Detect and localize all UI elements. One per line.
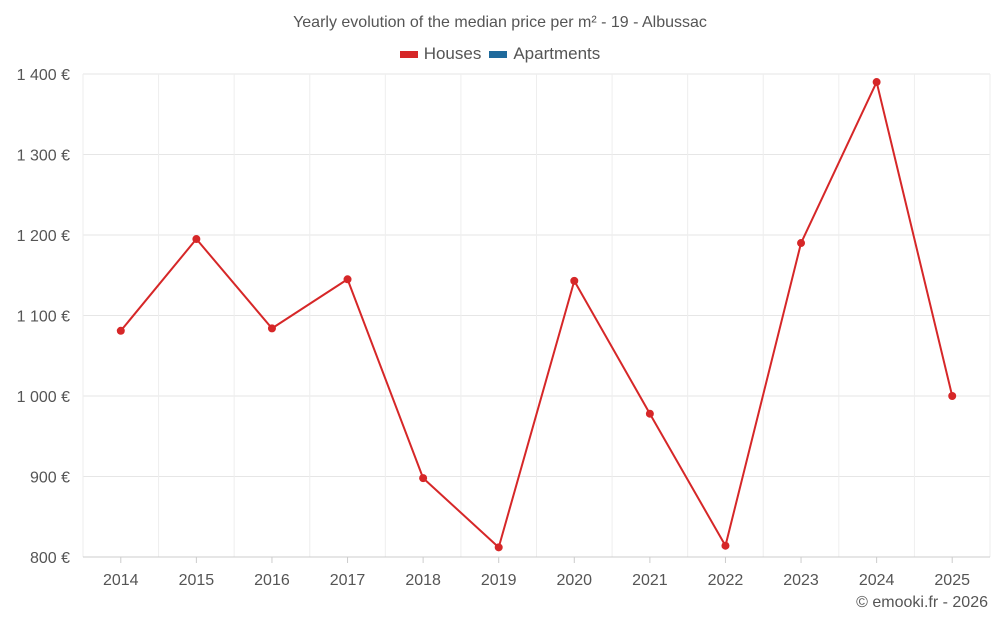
- data-point: [570, 276, 579, 285]
- data-point: [267, 324, 276, 333]
- data-point: [948, 392, 957, 400]
- data-point: [872, 78, 881, 87]
- y-tick-label: 1 000 €: [17, 389, 70, 406]
- data-point: [645, 409, 654, 418]
- data-point: [419, 474, 428, 483]
- data-point: [343, 275, 352, 284]
- y-tick-label: 1 400 €: [17, 67, 70, 84]
- y-tick-label: 900 €: [30, 470, 70, 487]
- legend-label-apartments: Apartments: [513, 44, 601, 63]
- x-tick-label: 2019: [481, 572, 517, 589]
- legend-item-houses[interactable]: Houses: [399, 44, 482, 64]
- y-tick-label: 1 100 €: [17, 309, 70, 326]
- x-tick-label: 2016: [254, 572, 290, 589]
- y-tick-label: 1 200 €: [17, 228, 70, 245]
- credit-text: © emooki.fr - 2026: [856, 594, 988, 611]
- x-tick-label: 2023: [783, 572, 819, 589]
- data-point: [192, 235, 201, 244]
- x-tick-label: 2017: [330, 572, 366, 589]
- x-tick-label: 2015: [179, 572, 215, 589]
- chart-title: Yearly evolution of the median price per…: [293, 14, 707, 31]
- legend-label-houses: Houses: [423, 44, 482, 63]
- x-tick-label: 2018: [405, 572, 441, 589]
- legend-item-apartments[interactable]: Apartments: [489, 44, 600, 64]
- x-tick-label: 2014: [103, 572, 139, 589]
- legend-swatch-apartments: [489, 50, 508, 58]
- x-tick-label: 2024: [859, 572, 895, 589]
- y-tick-label: 1 300 €: [17, 148, 70, 165]
- y-tick-label: 800 €: [30, 550, 70, 567]
- data-point: [116, 326, 125, 335]
- data-point: [797, 239, 806, 248]
- chart-legend: Houses Apartments: [0, 44, 1000, 64]
- series-line-houses: [120, 81, 954, 549]
- legend-swatch-houses: [399, 50, 418, 58]
- data-point: [721, 541, 730, 550]
- x-tick-label: 2022: [708, 572, 744, 589]
- x-tick-label: 2021: [632, 572, 668, 589]
- data-point: [494, 543, 503, 552]
- x-tick-label: 2020: [556, 572, 592, 589]
- x-tick-label: 2025: [934, 572, 970, 589]
